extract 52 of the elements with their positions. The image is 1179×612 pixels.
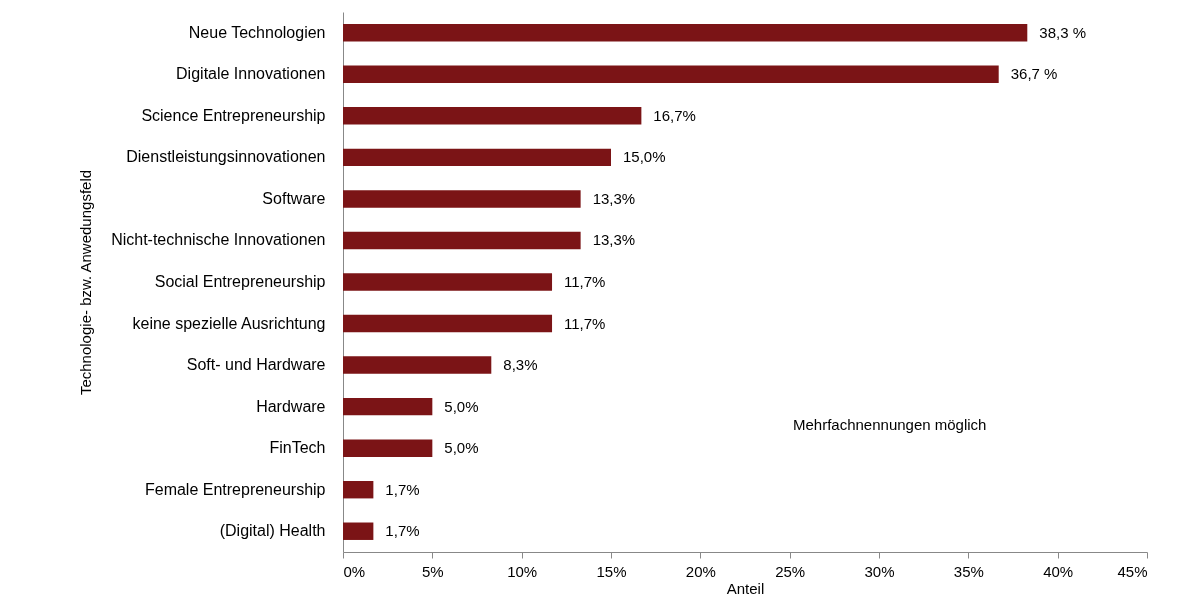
- y-tick-label: Software: [262, 189, 326, 207]
- annotation: Mehrfachnennungen möglich: [793, 416, 987, 433]
- x-tick-label: 0%: [343, 562, 366, 580]
- y-tick-label: FinTech: [269, 439, 326, 457]
- x-tick-label: 40%: [1043, 562, 1074, 580]
- y-tick-label: (Digital) Health: [219, 522, 326, 540]
- data-label: 8,3%: [503, 356, 538, 374]
- data-label: 16,7%: [653, 106, 696, 124]
- x-tick-label: 30%: [864, 562, 895, 580]
- x-tick-label: 25%: [775, 562, 806, 580]
- y-tick-label: Digitale Innovationen: [176, 65, 326, 83]
- y-tick-label: Soft- und Hardware: [186, 356, 326, 374]
- bar: [343, 480, 374, 499]
- data-label: 5,0%: [444, 397, 479, 415]
- x-axis-title: Anteil: [726, 579, 765, 597]
- y-tick-label: Social Entrepreneurship: [154, 273, 326, 290]
- bar: [343, 397, 433, 416]
- data-label: 13,3%: [592, 231, 636, 249]
- data-label: 11,7%: [564, 273, 606, 290]
- data-label: 1,7%: [385, 522, 420, 540]
- y-tick-label: Dienstleistungsinnovationen: [126, 148, 326, 166]
- x-tick-label: 15%: [596, 562, 627, 580]
- bar: [343, 148, 611, 167]
- data-label: 38,3 %: [1039, 23, 1086, 41]
- bar: [343, 314, 553, 333]
- bar: [343, 24, 1028, 42]
- y-tick-label: Neue Technologien: [188, 23, 326, 41]
- bar: [343, 107, 642, 125]
- data-label: 11,7%: [564, 314, 606, 332]
- data-label: 5,0%: [444, 439, 479, 457]
- x-tick-label: 45%: [1117, 562, 1148, 580]
- y-tick-label: Hardware: [256, 397, 326, 415]
- data-label: 13,3%: [592, 189, 636, 207]
- x-tick-label: 10%: [507, 562, 538, 580]
- bar: [343, 231, 581, 250]
- y-axis-title: Technologie- bzw. Anwedungsfeld: [76, 169, 94, 396]
- y-tick-label: Female Entrepreneurship: [144, 480, 326, 498]
- data-label: 15,0%: [623, 148, 666, 166]
- x-tick-label: 35%: [953, 562, 984, 580]
- data-label: 1,7%: [385, 480, 420, 498]
- x-tick-label: 5%: [421, 562, 444, 580]
- y-tick-label: Science Entrepreneurship: [141, 106, 326, 124]
- bar: [343, 439, 433, 457]
- bar: [343, 356, 492, 374]
- bar: [343, 65, 999, 84]
- data-label: 36,7 %: [1010, 65, 1058, 83]
- bar: [343, 522, 374, 540]
- x-tick-label: 20%: [685, 562, 716, 580]
- y-tick-label: keine spezielle Ausrichtung: [132, 314, 326, 332]
- bar: [343, 273, 553, 291]
- bar: [343, 190, 581, 208]
- y-tick-label: Nicht-technische Innovationen: [111, 231, 326, 249]
